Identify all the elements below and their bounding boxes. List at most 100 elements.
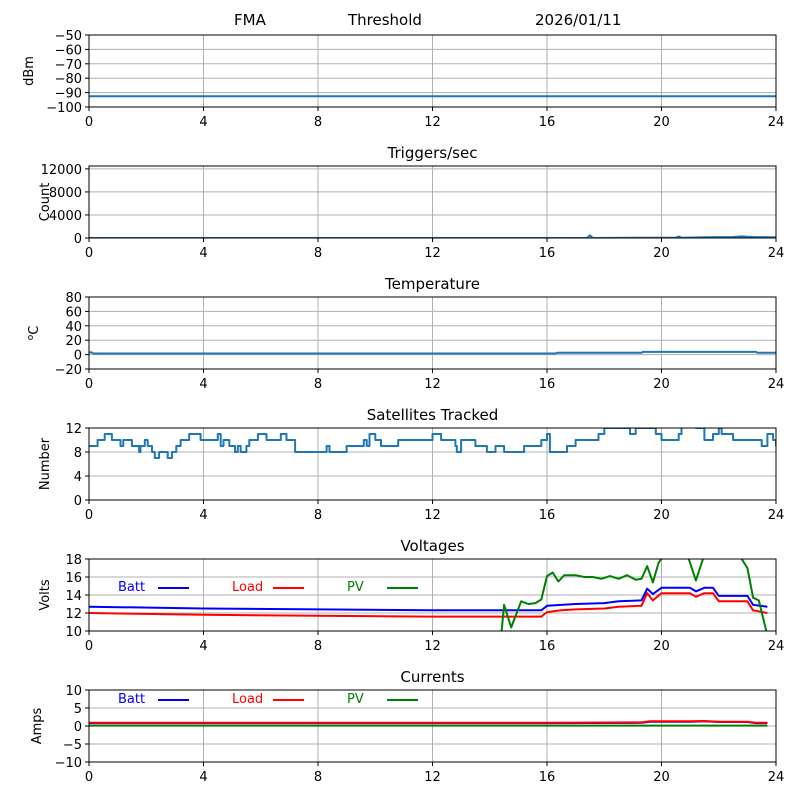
x-tick-label: 0: [85, 377, 93, 392]
legend-label: Batt: [118, 580, 145, 595]
x-tick-label: 24: [768, 377, 785, 392]
y-tick-label: 0: [74, 349, 82, 364]
chart-panel-0: 0 4 8 12 16 20 24 −50−60−70−80−90−100 dBm: [22, 29, 784, 130]
y-tick-label: −80: [55, 72, 82, 87]
x-tick-label: 8: [314, 115, 322, 130]
x-tick-label: 20: [653, 246, 670, 261]
chart-title: Satellites Tracked: [367, 406, 498, 424]
axes-frame: [88, 165, 777, 239]
x-tick-label: 4: [199, 377, 207, 392]
x-tick-label: 8: [314, 246, 322, 261]
x-tick-label: 8: [314, 508, 322, 523]
x-tick-label: 24: [768, 246, 785, 261]
chart-panel-1: 0 4 8 12 16 20 24 12000 8000 4000 0 Triggers/sec Cou…: [38, 144, 784, 261]
chart-title: Voltages: [400, 537, 464, 555]
y-tick-label: 20: [65, 334, 82, 349]
y-tick-label: −20: [55, 363, 82, 378]
x-tick-label: 16: [539, 770, 556, 785]
header-date: 2026/01/11: [535, 11, 622, 29]
chart-title: Temperature: [384, 275, 480, 293]
legend-item-pv: PV: [347, 580, 418, 595]
legend-label: Load: [232, 692, 263, 707]
y-tick-label: 14: [65, 589, 82, 604]
series-line-load: [89, 592, 768, 618]
y-tick-label: 5: [74, 702, 82, 717]
series-line-satellites: [89, 428, 776, 459]
y-tick-label: 60: [65, 305, 82, 320]
y-axis-label: Amps: [30, 707, 45, 744]
x-tick-label: 0: [85, 639, 93, 654]
x-tick-label: 24: [768, 639, 785, 654]
x-tick-label: 12: [424, 639, 441, 654]
axes-frame: [88, 689, 777, 763]
y-tick-label: 12: [65, 607, 82, 622]
axes-frame: [88, 34, 777, 108]
x-tick-label: 16: [539, 115, 556, 130]
x-tick-label: 24: [768, 115, 785, 130]
x-tick-label: 24: [768, 508, 785, 523]
legend-item-batt: Batt: [118, 692, 189, 707]
y-tick-label: 16: [65, 571, 82, 586]
chart-panel-4: 0 4 8 12 16 20 24 18 16 14 12 10 Voltages Volts Batt Lo…: [38, 537, 784, 654]
x-tick-label: 4: [199, 508, 207, 523]
chart-title: Triggers/sec: [387, 144, 478, 162]
axes-frame: [88, 558, 777, 632]
x-tick-label: 24: [768, 770, 785, 785]
chart-panel-5: 0 4 8 12 16 20 24 10 5 0 −5 −10 Currents Amps Batt Load…: [30, 668, 784, 785]
x-tick-label: 16: [539, 639, 556, 654]
chart-title: Currents: [400, 668, 464, 686]
x-tick-label: 20: [653, 508, 670, 523]
x-tick-label: 8: [314, 639, 322, 654]
y-tick-label: −10: [55, 756, 82, 771]
axes-frame: [88, 296, 777, 370]
y-tick-label: −90: [55, 87, 82, 102]
y-tick-label: −60: [55, 43, 82, 58]
y-tick-label: 8000: [49, 186, 82, 201]
legend-label: Batt: [118, 692, 145, 707]
y-tick-label: 18: [65, 553, 82, 568]
x-tick-label: 4: [199, 246, 207, 261]
y-tick-label: 0: [74, 494, 82, 509]
y-tick-label: −70: [55, 58, 82, 73]
y-tick-label: 8: [74, 446, 82, 461]
series-line-batt: [89, 586, 768, 612]
x-tick-label: 4: [199, 770, 207, 785]
x-tick-label: 20: [653, 639, 670, 654]
series-line-temperature: [89, 350, 776, 355]
x-tick-label: 4: [199, 639, 207, 654]
y-tick-label: 12000: [41, 163, 82, 178]
legend-item-pv: PV: [347, 692, 418, 707]
axes-frame: [88, 427, 777, 501]
x-tick-label: 12: [424, 508, 441, 523]
y-tick-label: 10: [65, 684, 82, 699]
x-tick-label: 12: [424, 246, 441, 261]
y-tick-label: 0: [74, 720, 82, 735]
y-tick-label: −50: [55, 29, 82, 44]
y-tick-label: 80: [65, 291, 82, 306]
x-tick-label: 4: [199, 115, 207, 130]
legend-item-load: Load: [232, 692, 304, 707]
x-tick-label: 0: [85, 508, 93, 523]
y-tick-label: 4: [74, 470, 82, 485]
legend-item-batt: Batt: [118, 580, 189, 595]
header-mode: Threshold: [348, 11, 422, 29]
x-tick-label: 12: [424, 115, 441, 130]
x-tick-label: 0: [85, 115, 93, 130]
x-tick-label: 0: [85, 246, 93, 261]
y-tick-label: −5: [63, 738, 82, 753]
series-line-pv: [500, 559, 768, 631]
legend-label: PV: [347, 692, 364, 707]
x-tick-label: 0: [85, 770, 93, 785]
x-tick-label: 12: [424, 770, 441, 785]
y-axis-label: Number: [38, 437, 53, 490]
x-tick-label: 20: [653, 115, 670, 130]
y-tick-label: 4000: [49, 209, 82, 224]
y-tick-label: 10: [65, 625, 82, 640]
series-line-load: [89, 720, 768, 724]
legend-item-load: Load: [232, 580, 304, 595]
y-axis-label: oC: [26, 326, 42, 341]
chart-panel-3: 0 4 8 12 16 20 24 12 8 4 0 Satellites Tracked Number: [38, 406, 784, 523]
y-tick-label: 0: [74, 232, 82, 247]
